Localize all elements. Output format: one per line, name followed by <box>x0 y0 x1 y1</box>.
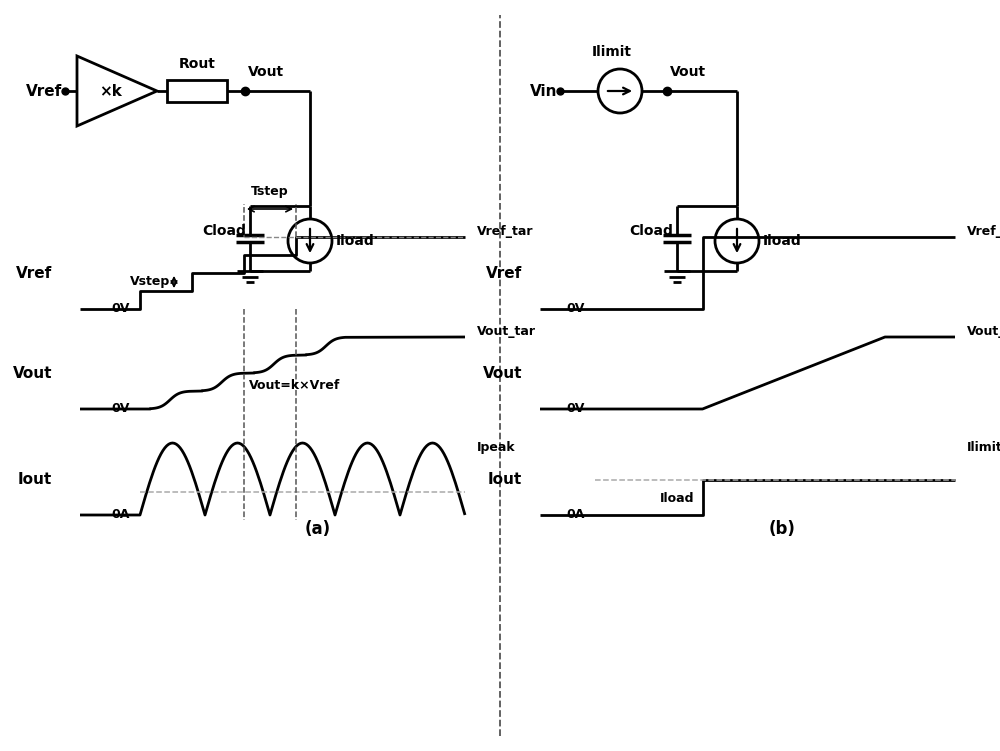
Text: Vref_tar: Vref_tar <box>967 225 1000 239</box>
Text: Vout_tar: Vout_tar <box>477 325 536 339</box>
Text: Ipeak: Ipeak <box>477 441 516 454</box>
Text: Iout: Iout <box>18 472 52 487</box>
Text: 0V: 0V <box>567 303 585 315</box>
Text: Vstep: Vstep <box>130 276 170 288</box>
Text: Vout: Vout <box>248 65 284 79</box>
Text: Vout: Vout <box>482 366 522 381</box>
Text: Cload: Cload <box>629 224 673 238</box>
Text: Tstep: Tstep <box>251 185 289 198</box>
Text: Vref_tar: Vref_tar <box>477 225 534 239</box>
Text: Vref: Vref <box>16 266 52 281</box>
Text: 0V: 0V <box>112 403 130 415</box>
Text: ×k: ×k <box>99 83 122 98</box>
Text: Iload: Iload <box>660 493 694 505</box>
Text: Vout=k×Vref: Vout=k×Vref <box>249 379 341 392</box>
Text: Vout: Vout <box>670 65 706 79</box>
Text: 0V: 0V <box>112 303 130 315</box>
Text: Iload: Iload <box>336 234 375 248</box>
Text: Rout: Rout <box>179 57 216 71</box>
Text: Cload: Cload <box>202 224 246 238</box>
Text: Iout: Iout <box>488 472 522 487</box>
Text: 0V: 0V <box>567 403 585 415</box>
Text: 0A: 0A <box>112 508 130 521</box>
Text: 0A: 0A <box>567 508 585 521</box>
Text: Iload: Iload <box>763 234 802 248</box>
Text: Vin: Vin <box>530 83 557 98</box>
Text: Vref: Vref <box>486 266 522 281</box>
Text: Ilimit: Ilimit <box>967 441 1000 454</box>
Text: Vref: Vref <box>26 83 62 98</box>
Text: (a): (a) <box>304 520 331 538</box>
Text: Ilimit: Ilimit <box>592 45 632 59</box>
Text: Vout_tar: Vout_tar <box>967 325 1000 339</box>
Bar <box>167 80 227 102</box>
Text: Vout: Vout <box>12 366 52 381</box>
Text: (b): (b) <box>769 520 796 538</box>
